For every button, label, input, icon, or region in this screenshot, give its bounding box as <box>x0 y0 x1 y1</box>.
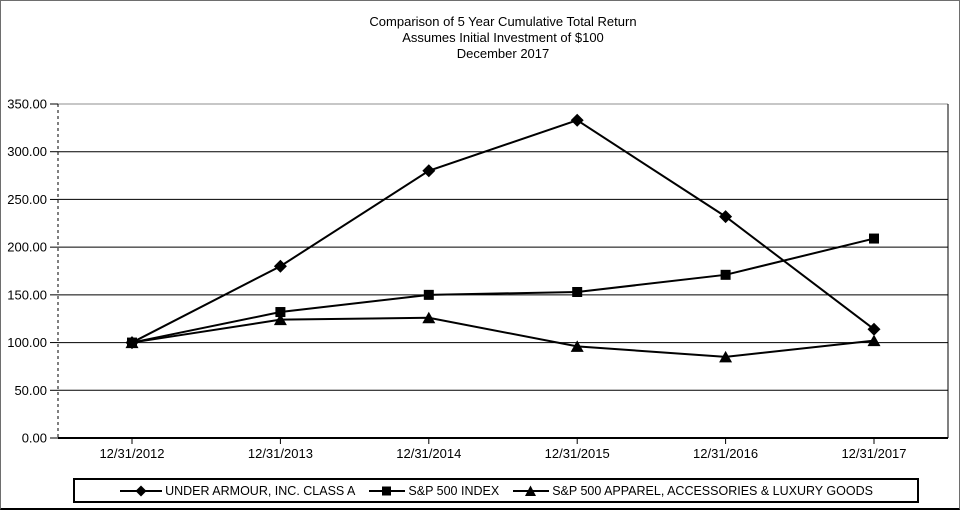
triangle-marker-icon <box>273 313 287 326</box>
legend-entry-sp500-apparel: S&P 500 APPAREL, ACCESSORIES & LUXURY GO… <box>512 484 873 498</box>
triangle-marker-icon <box>422 311 436 324</box>
legend-label-under-armour: UNDER ARMOUR, INC. CLASS A <box>165 483 356 498</box>
triangle-marker-icon <box>125 336 139 349</box>
series-line <box>131 237 875 344</box>
square-marker-icon <box>275 307 286 318</box>
square-marker-icon <box>572 286 583 297</box>
series-line <box>131 119 875 344</box>
diamond-marker-icon <box>719 210 733 224</box>
x-tick-label: 12/31/2017 <box>841 446 906 461</box>
line-chart-plot: 0.00 50.00 100.00 150.00 200.00 250.00 300.00 3… <box>7 97 949 461</box>
diamond-marker-icon <box>273 259 287 273</box>
title-line-3: December 2017 <box>456 46 550 61</box>
legend-label-sp500-apparel: S&P 500 APPAREL, ACCESSORIES & LUXURY GO… <box>552 483 873 498</box>
y-tick-label: 100.00 <box>7 335 47 350</box>
square-marker-icon <box>369 486 406 495</box>
triangle-marker-icon <box>570 340 584 352</box>
diamond-marker-icon <box>867 322 881 336</box>
chart-title: Comparison of 5 Year Cumulative Total Re… <box>58 14 948 62</box>
series-line <box>131 316 875 358</box>
legend-entry-under-armour: UNDER ARMOUR, INC. CLASS A <box>119 484 355 498</box>
y-tick-label: 250.00 <box>7 192 47 207</box>
legend-entry-sp500: S&P 500 INDEX <box>368 484 499 498</box>
y-tick-label: 150.00 <box>7 287 47 302</box>
square-marker-icon <box>423 289 434 300</box>
title-line-1: Comparison of 5 Year Cumulative Total Re… <box>369 14 637 29</box>
x-tick-label: 12/31/2014 <box>396 446 461 461</box>
x-tick-label: 12/31/2015 <box>545 446 610 461</box>
y-tick-label: 350.00 <box>7 97 47 112</box>
y-tick-label: 0.00 <box>22 431 47 446</box>
diamond-marker-icon <box>120 485 163 496</box>
chart-legend: UNDER ARMOUR, INC. CLASS A S&P 500 INDEX… <box>73 478 919 503</box>
triangle-marker-icon <box>719 350 733 363</box>
triangle-marker-icon <box>867 334 881 347</box>
diamond-marker-icon <box>570 113 584 127</box>
triangle-marker-icon <box>513 485 550 496</box>
legend-label-sp500: S&P 500 INDEX <box>408 483 500 498</box>
diamond-marker-icon <box>422 164 436 178</box>
square-marker-icon <box>869 233 879 244</box>
y-tick-label: 200.00 <box>7 240 47 255</box>
y-tick-label: 300.00 <box>7 144 47 159</box>
square-marker-icon <box>720 269 731 280</box>
x-tick-label: 12/31/2016 <box>693 446 758 461</box>
x-tick-label: 12/31/2012 <box>99 446 164 461</box>
title-line-2: Assumes Initial Investment of $100 <box>402 30 604 45</box>
x-tick-label: 12/31/2013 <box>248 446 313 461</box>
y-tick-label: 50.00 <box>14 383 47 398</box>
